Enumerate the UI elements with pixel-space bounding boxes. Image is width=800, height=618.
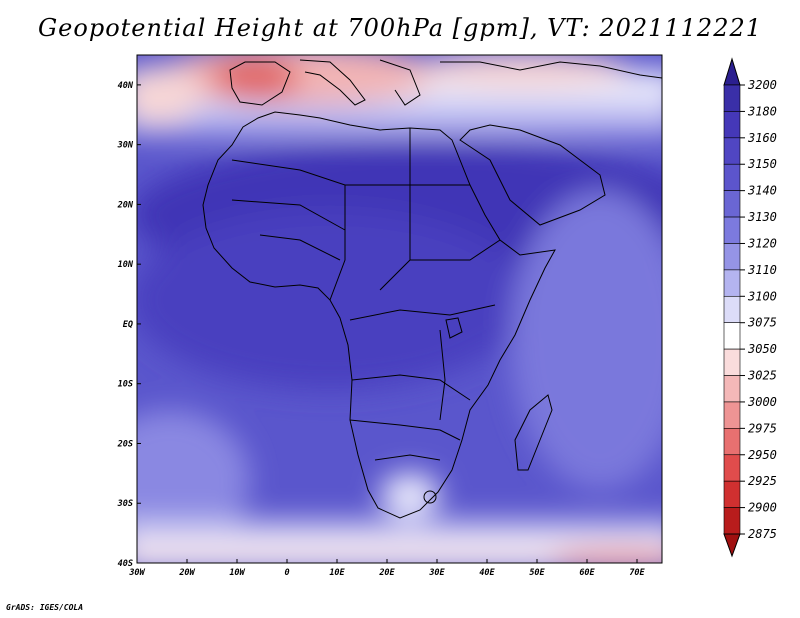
colorbar-swatch xyxy=(723,111,741,139)
colorbar-level-label: 3000 xyxy=(747,395,777,409)
colorbar-swatch xyxy=(723,375,741,403)
colorbar-swatch xyxy=(723,428,741,456)
colorbar-level-label: 3100 xyxy=(747,289,777,303)
colorbar-swatch xyxy=(723,190,741,218)
colorbar-level-label: 3160 xyxy=(747,131,777,145)
coastline-borders xyxy=(202,59,662,519)
lat-tick-label: EQ xyxy=(123,320,133,330)
lat-tick-label: 30S xyxy=(117,499,133,509)
colorbar-level-label: 3180 xyxy=(747,104,777,118)
colorbar-bottom-arrow xyxy=(723,533,741,558)
lon-tick-label: 20W xyxy=(178,568,195,578)
lat-tick-label: 10S xyxy=(118,380,133,390)
lon-tick-label: 50E xyxy=(529,568,545,578)
lat-tick-label: 40N xyxy=(118,81,134,91)
lon-tick-label: 70E xyxy=(629,568,645,578)
lon-tick-label: 10E xyxy=(329,568,345,578)
lon-tick-label: 10W xyxy=(229,568,245,578)
colorbar-swatch xyxy=(723,401,741,429)
colorbar-swatch xyxy=(723,269,741,297)
lat-tick-label: 20N xyxy=(117,200,134,210)
colorbar-swatch xyxy=(723,137,741,165)
lat-tick-label: 30N xyxy=(117,141,134,151)
lat-tick-label: 40S xyxy=(118,559,133,569)
lon-tick-label: 60E xyxy=(579,568,595,578)
colorbar-level-label: 2975 xyxy=(748,421,777,435)
colorbar-swatch xyxy=(723,348,741,376)
colorbar-level-label: 3075 xyxy=(747,316,777,330)
colorbar-level-label: 2950 xyxy=(748,448,777,462)
colorbar-level-label: 3140 xyxy=(747,184,777,198)
colorbar-swatch xyxy=(723,507,741,535)
colorbar-level-label: 3050 xyxy=(747,342,777,356)
lon-tick-label: 40E xyxy=(479,568,495,578)
colorbar-level-label: 3025 xyxy=(747,369,777,383)
colorbar-swatch xyxy=(723,322,741,350)
colorbar-swatch xyxy=(723,454,741,482)
colorbar-level-label: 3150 xyxy=(747,157,777,171)
colorbar-level-label: 2925 xyxy=(748,474,777,488)
colorbar-swatch xyxy=(723,295,741,324)
height-field xyxy=(137,55,662,563)
colorbar-top-arrow xyxy=(723,57,741,86)
lon-tick-label: 30E xyxy=(428,568,445,578)
lon-tick-label: 20E xyxy=(378,568,395,578)
colorbar-swatch xyxy=(723,163,741,191)
colorbar-level-label: 3200 xyxy=(747,78,777,92)
grads-credit: GrADS: IGES/COLA xyxy=(6,603,84,612)
colorbar-level-label: 3110 xyxy=(747,263,777,277)
map-frame xyxy=(136,54,663,564)
axis-ticks: 30W 20W 10W 0 10E 20E 30E 40E 50E 60E 70E 40N 30N 20N… xyxy=(117,81,646,578)
colorbar: 3200 3180 3160 3150 3140 3130 3120 3110 3100 3075… xyxy=(723,57,777,558)
lon-tick-label: 30W xyxy=(128,568,145,578)
colorbar-swatch xyxy=(723,216,741,244)
lon-tick-label: 0 xyxy=(284,568,289,578)
lat-tick-label: 10N xyxy=(118,260,134,270)
map-title: Geopotential Height at 700hPa [gpm], VT:… xyxy=(38,14,762,42)
colorbar-level-label: 2900 xyxy=(748,501,777,515)
colorbar-level-label: 3120 xyxy=(747,236,777,250)
colorbar-swatch xyxy=(723,84,741,112)
colorbar-level-label: 3130 xyxy=(747,210,777,224)
lat-tick-label: 20S xyxy=(117,439,133,449)
colorbar-swatch xyxy=(723,243,741,271)
colorbar-swatch xyxy=(723,480,741,508)
colorbar-level-label: 2875 xyxy=(748,527,777,541)
